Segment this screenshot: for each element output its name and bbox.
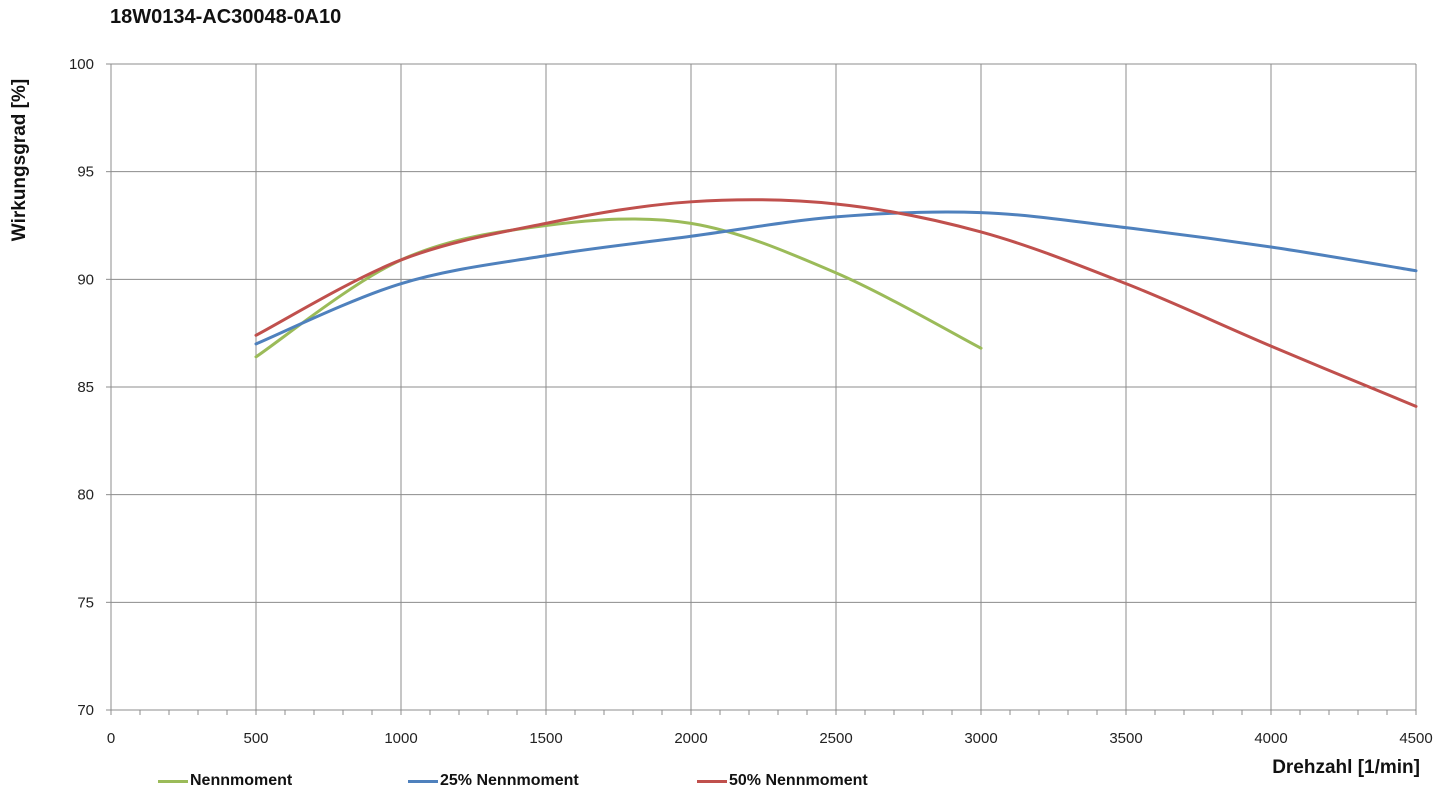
x-tick-label: 1000 xyxy=(384,730,417,747)
x-tick-label: 3000 xyxy=(964,730,997,747)
legend-swatch xyxy=(158,779,188,783)
axes xyxy=(106,63,1417,715)
x-tick-label: 2000 xyxy=(674,730,707,747)
legend-item: 25% Nennmoment xyxy=(408,772,579,790)
legend-item: Nennmoment xyxy=(158,772,292,790)
x-tick-label: 0 xyxy=(107,730,115,747)
y-tick-label: 80 xyxy=(77,487,94,504)
grid xyxy=(111,63,1417,710)
x-tick-label: 500 xyxy=(243,730,268,747)
series-line-1 xyxy=(254,210,1418,346)
legend-swatch xyxy=(697,779,727,783)
y-tick-label: 75 xyxy=(77,594,94,611)
y-tick-label: 95 xyxy=(77,164,94,181)
legend-label: 25% Nennmoment xyxy=(440,772,579,789)
series-lines xyxy=(254,198,1418,408)
legend: Nennmoment 25% Nennmoment 50% Nennmoment xyxy=(0,772,1000,794)
x-tick-label: 1500 xyxy=(529,730,562,747)
legend-swatch xyxy=(408,779,438,783)
x-tick-label: 4500 xyxy=(1399,730,1432,747)
legend-label: Nennmoment xyxy=(190,772,293,789)
chart-title: 18W0134-AC30048-0A10 xyxy=(110,6,342,28)
y-tick-label: 70 xyxy=(77,702,94,719)
x-axis-label: Drehzahl [1/min] xyxy=(1272,757,1420,778)
x-axis-ticks: 0 500 1000 1500 2000 2500 3000 3500 4000 4500 xyxy=(107,730,1433,747)
series-line-0 xyxy=(254,217,983,359)
series-line-2 xyxy=(254,198,1418,408)
y-tick-label: 85 xyxy=(77,379,94,396)
x-tick-label: 4000 xyxy=(1254,730,1287,747)
x-tick-label: 2500 xyxy=(819,730,852,747)
y-axis-ticks: 70 75 80 85 90 95 100 xyxy=(69,56,94,719)
y-tick-label: 90 xyxy=(77,271,94,288)
x-tick-label: 3500 xyxy=(1109,730,1142,747)
y-tick-label: 100 xyxy=(69,56,94,73)
legend-label: 50% Nennmoment xyxy=(729,772,868,789)
legend-item: 50% Nennmoment xyxy=(697,772,868,790)
y-axis-label: Wirkungsgrad [%] xyxy=(9,79,30,241)
